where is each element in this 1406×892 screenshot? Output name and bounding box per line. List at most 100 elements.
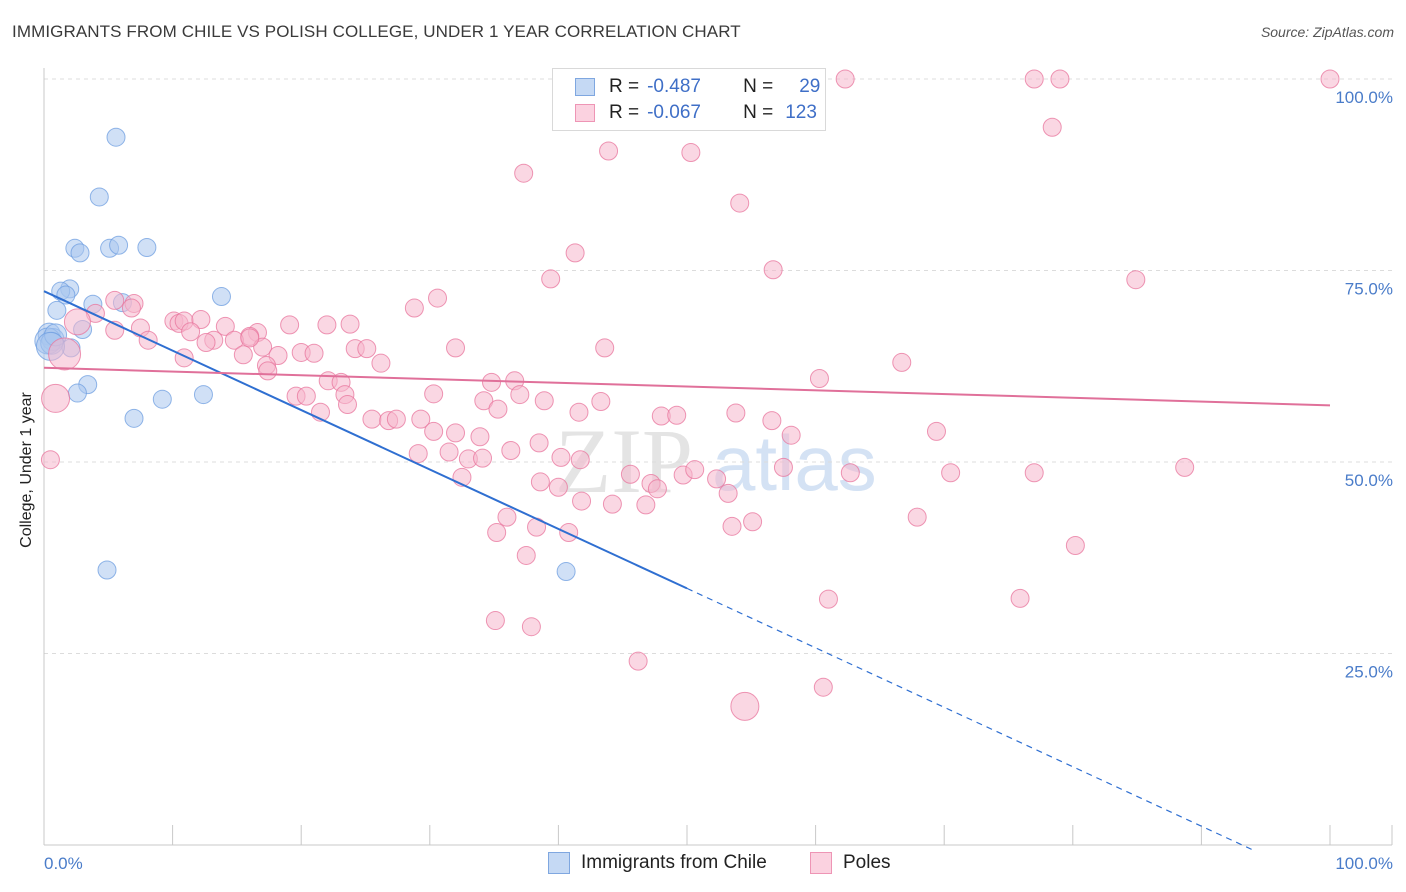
- legend-swatch-poles: [810, 852, 832, 874]
- data-point: [357, 339, 377, 359]
- data-point: [840, 463, 860, 483]
- data-point: [304, 343, 324, 363]
- data-point: [1175, 457, 1195, 477]
- data-point: [892, 352, 912, 372]
- y-tick-label: 75.0%: [1345, 280, 1393, 299]
- data-point: [730, 691, 760, 721]
- legend-swatch-chile: [548, 852, 570, 874]
- data-point: [628, 651, 648, 671]
- trend-line-chile-extension: [686, 587, 1254, 851]
- data-point: [280, 315, 300, 335]
- data-point: [408, 444, 428, 464]
- x-tick-label: 0.0%: [44, 854, 83, 873]
- data-point: [485, 611, 505, 631]
- data-point: [809, 369, 829, 389]
- legend-r-label: R =: [609, 76, 640, 97]
- series-poles: [40, 69, 1340, 721]
- data-point: [722, 516, 742, 536]
- data-point: [813, 677, 833, 697]
- legend-n-label: N =: [743, 102, 774, 123]
- data-point: [907, 507, 927, 527]
- data-point: [1050, 69, 1070, 89]
- data-point: [191, 310, 211, 330]
- legend-n-label: N =: [743, 76, 774, 97]
- trend-lines: [43, 290, 1331, 851]
- grid-lines: [44, 78, 1392, 654]
- legend-row-chile: R = -0.487 N = 29: [575, 75, 820, 99]
- data-point: [781, 425, 801, 445]
- data-point: [730, 193, 750, 213]
- data-point: [667, 405, 687, 425]
- y-tick-label: 50.0%: [1345, 471, 1393, 490]
- data-point: [105, 290, 125, 310]
- legend-swatch-poles: [575, 104, 595, 122]
- data-point: [424, 384, 444, 404]
- data-point: [439, 442, 459, 462]
- data-point: [317, 315, 337, 335]
- data-point: [726, 403, 746, 423]
- data-point: [233, 345, 253, 365]
- data-point: [763, 260, 783, 280]
- data-point: [446, 338, 466, 358]
- data-point: [773, 457, 793, 477]
- data-point: [595, 338, 615, 358]
- data-point: [121, 298, 141, 318]
- data-point: [501, 441, 521, 461]
- data-point: [97, 560, 117, 580]
- data-point: [362, 409, 382, 429]
- data-point: [487, 522, 507, 542]
- data-point: [70, 243, 90, 263]
- data-point: [1126, 270, 1146, 290]
- data-point: [602, 494, 622, 514]
- chart-title: IMMIGRANTS FROM CHILE VS POLISH COLLEGE,…: [12, 22, 741, 41]
- legend-item-poles: Poles: [810, 852, 891, 874]
- data-point: [253, 337, 273, 357]
- data-point: [818, 589, 838, 609]
- data-point: [473, 448, 493, 468]
- data-point: [193, 385, 213, 405]
- data-point: [541, 269, 561, 289]
- data-point: [591, 391, 611, 411]
- data-point: [41, 383, 71, 413]
- data-point: [404, 298, 424, 318]
- data-point: [926, 421, 946, 441]
- data-point: [1065, 535, 1085, 555]
- data-point: [559, 522, 579, 542]
- trend-line-poles: [43, 366, 1331, 407]
- data-point: [371, 353, 391, 373]
- data-point: [196, 333, 216, 353]
- data-point: [647, 479, 667, 499]
- data-point: [1010, 588, 1030, 608]
- source-credit: Source: ZipAtlas.com: [1260, 24, 1394, 40]
- data-point: [48, 337, 82, 371]
- data-point: [599, 141, 619, 161]
- data-point: [488, 399, 508, 419]
- data-point: [1320, 69, 1340, 89]
- data-point: [474, 391, 494, 411]
- data-point: [530, 472, 550, 492]
- data-point: [548, 477, 568, 497]
- correlation-legend: R = -0.487 N = 29 R = -0.067 N = 123: [552, 68, 826, 131]
- data-point: [718, 483, 738, 503]
- data-point: [482, 372, 502, 392]
- data-point: [337, 395, 357, 415]
- data-point: [106, 127, 126, 147]
- legend-r-label: R =: [609, 102, 640, 123]
- data-point: [1024, 69, 1044, 89]
- data-point: [40, 450, 60, 470]
- data-point: [835, 69, 855, 89]
- data-point: [516, 545, 536, 565]
- legend-label-poles: Poles: [843, 852, 891, 873]
- data-point: [685, 460, 705, 480]
- data-point: [636, 495, 656, 515]
- trend-line-chile: [43, 290, 688, 590]
- data-point: [514, 163, 534, 183]
- data-point: [109, 235, 129, 255]
- data-point: [565, 243, 585, 263]
- data-point: [340, 314, 360, 334]
- data-point: [743, 512, 763, 532]
- data-point: [1042, 117, 1062, 137]
- data-point: [1024, 463, 1044, 483]
- watermark: ZIP atlas: [555, 410, 877, 512]
